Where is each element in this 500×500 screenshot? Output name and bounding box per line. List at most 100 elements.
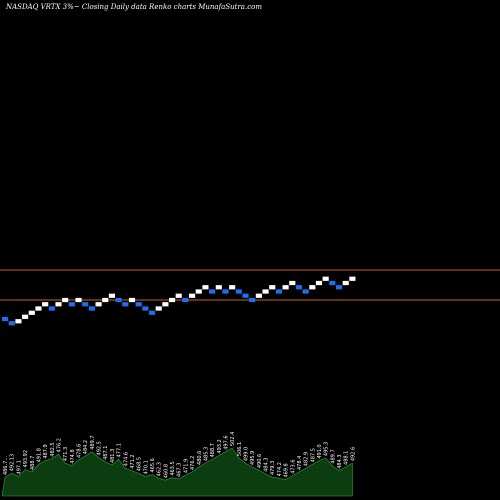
volume-label: 462.3 (157, 462, 163, 476)
volume-label: 499.0 (244, 447, 250, 461)
volume-label: 502.4 (230, 432, 236, 446)
renko-brick (195, 289, 202, 294)
renko-brick (42, 302, 49, 307)
renko-brick (229, 285, 236, 290)
renko-brick (202, 285, 209, 290)
renko-brick (28, 310, 35, 315)
volume-label: 492.13 (10, 454, 16, 472)
renko-brick (175, 293, 182, 298)
volume-label: 484.2 (83, 440, 89, 454)
volume-label: 467.3 (177, 463, 183, 477)
renko-brick (8, 321, 15, 326)
renko-brick (2, 316, 9, 322)
volume-label: 497.1 (16, 460, 22, 474)
renko-brick (82, 302, 89, 307)
volume-label: 490.6 (257, 454, 263, 468)
renko-brick (282, 285, 289, 290)
renko-bricks (2, 276, 356, 326)
renko-brick (168, 297, 176, 303)
renko-brick (209, 289, 216, 294)
renko-brick (222, 289, 229, 294)
renko-brick (302, 289, 309, 294)
volume-label: 488.7 (210, 443, 216, 457)
volume-label: 488.1 (344, 451, 350, 465)
renko-brick (148, 310, 156, 315)
volume-label: 506.1 (237, 442, 243, 456)
volume-label: 487.5 (310, 448, 316, 462)
renko-brick (135, 302, 142, 307)
renko-brick (162, 302, 169, 307)
volume-label: 492.6 (350, 447, 356, 461)
renko-brick (22, 314, 29, 319)
renko-brick (102, 297, 109, 303)
renko-brick (315, 280, 323, 286)
volume-label: 489.7 (90, 435, 96, 449)
volume-label: 491.0 (317, 444, 323, 458)
volume-label: 480.6 (197, 451, 203, 465)
renko-brick (128, 297, 136, 303)
renko-brick (68, 302, 75, 307)
volume-label: 482.5 (50, 442, 56, 456)
renko-brick (289, 280, 296, 286)
renko-brick (255, 293, 262, 298)
volume-label: 473.6 (290, 459, 296, 473)
volume-label: 488.7 (30, 456, 36, 470)
renko-brick (115, 297, 122, 303)
renko-brick (242, 293, 249, 298)
renko-brick (349, 276, 356, 281)
volume-label: 486.7… (3, 456, 9, 475)
chart-title: NASDAQ VRTX 3%~ Closing Daily data Renko… (5, 3, 262, 11)
renko-brick (95, 302, 102, 307)
volume-label: 495.3 (324, 442, 330, 456)
renko-brick (329, 280, 336, 286)
volume-label: 474.2 (277, 462, 283, 476)
volume-label: 471.2 (130, 454, 136, 468)
volume-label: 482.9 (304, 452, 310, 466)
renko-brick (182, 297, 189, 303)
renko-brick (262, 289, 269, 294)
renko-brick (235, 289, 242, 294)
volume-area-path (1, 447, 353, 497)
renko-brick (189, 293, 196, 298)
renko-brick (309, 285, 316, 290)
volume-label: 471.3 (63, 447, 69, 461)
volume-label: 471.9 (183, 459, 189, 473)
volume-label: 495.9 (250, 451, 256, 465)
renko-brick (322, 276, 329, 281)
renko-brick (75, 297, 82, 303)
renko-brick (35, 306, 42, 311)
volume-label: 484.3 (264, 458, 270, 472)
volume-label: 476.2 (190, 456, 196, 470)
renko-brick (15, 319, 22, 324)
renko-brick (215, 285, 222, 290)
volume-label: 497.6 (223, 435, 229, 449)
volume-label: 491.8 (36, 448, 42, 462)
renko-brick (249, 297, 256, 303)
volume-label: 479.3 (270, 461, 276, 475)
volume-label: 485.3 (203, 447, 209, 461)
volume-label: 481.3 (110, 449, 116, 463)
renko-brick (335, 285, 343, 290)
renko-brick (142, 306, 149, 311)
renko-brick (88, 306, 95, 311)
level-lines (0, 269, 500, 301)
volume-label: 493.92 (23, 450, 29, 468)
volume-label: 476.2 (57, 438, 63, 452)
renko-brick (269, 285, 276, 290)
volume-label: 469.8 (284, 463, 290, 477)
volume-label: 492.5 (97, 441, 103, 455)
volume-label: 487.9 (43, 444, 49, 458)
volume-label: 478.6 (77, 444, 83, 458)
volume-label: 468.5 (137, 457, 143, 471)
volume-label: 474.6 (123, 452, 129, 466)
volume-label: 474.8 (70, 449, 76, 463)
volume-label: 463.5 (170, 461, 176, 475)
volume-area (1, 447, 353, 497)
volume-label: 487.1 (103, 446, 109, 460)
renko-brick (108, 293, 116, 298)
volume-label: 460.8 (163, 464, 169, 478)
volume-label: 489.7 (330, 449, 336, 463)
